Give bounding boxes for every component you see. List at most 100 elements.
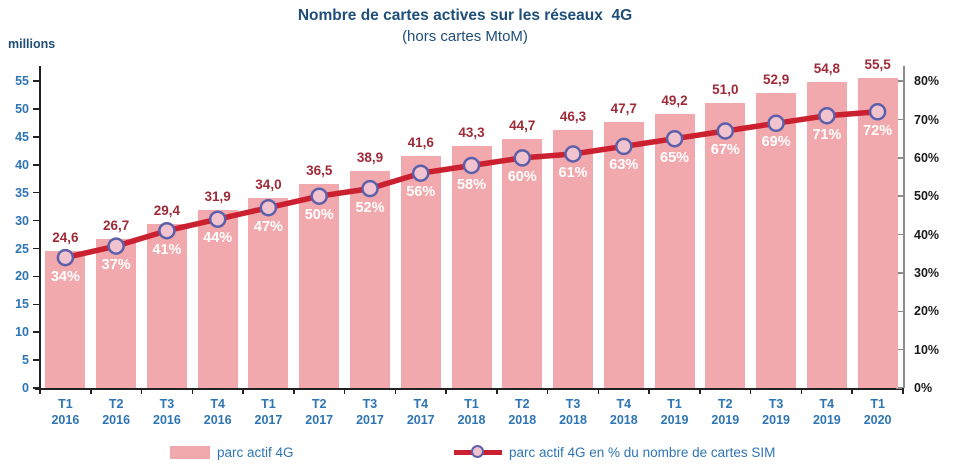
- bar-percent-label: 63%: [609, 157, 639, 174]
- y-axis-tick: [33, 387, 40, 389]
- x-axis-category-label: T1 2020: [852, 396, 904, 428]
- x-axis-tick: [293, 388, 295, 394]
- quarter-label: T2: [311, 397, 327, 411]
- right-axis-tick: [896, 272, 903, 274]
- quarter-label: T4: [616, 397, 632, 411]
- x-axis-category-label: T1 2019: [649, 396, 701, 428]
- x-axis-category-label: T2 2016: [90, 396, 142, 428]
- quarter-label: T1: [667, 397, 682, 411]
- bar-percent-label: 60%: [507, 168, 537, 185]
- bar-percent-label: 47%: [253, 218, 283, 235]
- right-axis-tick-label: 80%: [914, 74, 940, 89]
- bar-value-label: 52,9: [762, 71, 790, 87]
- y-axis-tick-label: 20: [15, 269, 29, 284]
- x-axis-tick: [648, 388, 650, 394]
- x-axis-category-label: T4 2017: [395, 396, 447, 428]
- bar-percent-label: 52%: [355, 199, 385, 216]
- right-axis-tick: [896, 348, 903, 351]
- year-label: 2017: [356, 413, 384, 427]
- y-axis-tick-label: 15: [15, 297, 29, 312]
- year-label: 2018: [457, 413, 486, 427]
- x-axis-tick: [902, 388, 904, 394]
- x-axis-tick: [445, 388, 447, 394]
- right-axis-tick-label: 40%: [914, 227, 940, 242]
- x-axis-tick: [699, 388, 701, 394]
- right-axis-tick: [896, 310, 903, 313]
- x-axis-tick: [597, 388, 600, 394]
- bar-value-label: 51,0: [712, 82, 739, 98]
- bar: [45, 250, 86, 388]
- bar-percent-label: 56%: [406, 184, 436, 201]
- year-label: 2016: [51, 413, 80, 427]
- x-axis-category-label: T4 2016: [192, 396, 244, 428]
- x-axis-category-label: T3 2016: [141, 396, 193, 428]
- year-label: 2016: [102, 413, 131, 427]
- x-axis-category-label: T1 2017: [242, 396, 294, 428]
- chart-title: Nombre de cartes actives sur les réseaux…: [297, 7, 633, 24]
- y-axis-line: [39, 66, 41, 390]
- right-axis-tick: [896, 387, 903, 389]
- right-axis-tick: [896, 233, 903, 236]
- y-axis-tick-label: 45: [15, 129, 29, 144]
- bar-percent-label: 67%: [710, 142, 740, 159]
- x-axis-tick: [394, 388, 397, 394]
- y-axis-tick: [33, 247, 40, 250]
- y-axis-tick: [33, 275, 40, 278]
- bar-percent-label: 37%: [101, 257, 131, 274]
- bar-value-label: 38,9: [356, 149, 384, 165]
- bar-value-label: 54,8: [813, 61, 840, 77]
- quarter-label: T3: [362, 397, 378, 411]
- right-axis-tick-label: 50%: [914, 189, 940, 204]
- quarter-label: T4: [210, 397, 225, 411]
- quarter-label: T3: [159, 397, 175, 411]
- right-axis-tick: [896, 118, 903, 121]
- quarter-label: T1: [261, 397, 276, 411]
- year-label: 2018: [559, 413, 587, 427]
- x-axis-tick: [39, 388, 41, 394]
- quarter-label: T1: [464, 397, 479, 411]
- x-axis-category-label: T2 2019: [699, 396, 751, 428]
- year-label: 2018: [508, 413, 537, 427]
- bar-percent-label: 58%: [456, 176, 487, 193]
- chart-subtitle: (hors cartes MtoM): [402, 28, 528, 45]
- year-label: 2017: [305, 413, 334, 427]
- right-axis-tick: [896, 80, 903, 82]
- bar-percent-label: 41%: [152, 241, 182, 258]
- y-axis-tick-label: 0: [22, 381, 29, 395]
- y-axis-tick-label: 25: [15, 241, 29, 256]
- year-label: 2018: [609, 413, 638, 427]
- x-axis-category-label: T2 2018: [496, 396, 548, 428]
- bar-percent-label: 61%: [558, 165, 588, 182]
- legend-item-bars: parc actif 4G: [170, 444, 294, 460]
- right-axis-tick-label: 0%: [914, 381, 933, 395]
- legend-line-label: parc actif 4G en % du nombre de cartes S…: [509, 444, 776, 460]
- y-axis-tick-label: 5: [22, 353, 29, 368]
- y-axis-tick-label: 30: [15, 213, 29, 228]
- x-axis-tick: [140, 388, 143, 394]
- x-axis-tick: [90, 388, 92, 394]
- x-axis-tick: [851, 388, 853, 394]
- x-axis-tick: [800, 388, 803, 394]
- y-axis-tick-label: 10: [15, 325, 29, 340]
- year-label: 2019: [711, 413, 740, 427]
- x-axis-tick: [242, 388, 244, 394]
- bar-percent-label: 50%: [304, 207, 334, 224]
- quarter-label: T3: [565, 397, 581, 411]
- x-axis-category-label: T1 2016: [39, 396, 91, 428]
- legend-line-marker-icon: [471, 445, 484, 458]
- quarter-label: T4: [413, 397, 429, 411]
- x-axis-category-label: T1 2018: [446, 396, 498, 428]
- x-axis-tick: [749, 388, 752, 394]
- quarter-label: T2: [514, 397, 530, 411]
- x-axis-category-label: T4 2018: [598, 396, 650, 428]
- y-axis-tick: [33, 219, 40, 222]
- bar-value-label: 49,2: [661, 92, 688, 108]
- right-axis-tick-label: 20%: [914, 304, 940, 319]
- y-axis-unit-label: millions: [8, 37, 56, 51]
- y-axis-tick: [33, 331, 40, 333]
- quarter-label: T1: [870, 397, 885, 411]
- year-label: 2019: [812, 413, 841, 427]
- y-axis-tick-label: 50: [15, 102, 29, 117]
- bar-percent-label: 34%: [50, 268, 80, 285]
